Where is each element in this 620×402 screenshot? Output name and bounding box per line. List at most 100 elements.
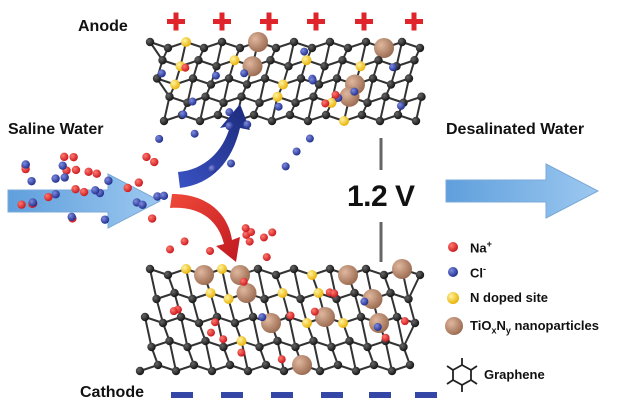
graphene-bond <box>168 340 177 372</box>
plus-sign-icon <box>411 12 417 31</box>
carbon-atom <box>386 288 395 298</box>
legend-tio-marker <box>445 317 463 335</box>
graphene-bond <box>144 316 153 348</box>
carbon-atom <box>170 288 179 298</box>
sodium-ion <box>262 253 271 262</box>
minus-sign-icon <box>415 392 437 398</box>
carbon-atom <box>147 342 156 352</box>
cathode-label: Cathode <box>80 384 144 401</box>
n-doped-site <box>170 79 180 90</box>
carbon-atom <box>327 342 336 352</box>
carbon-atom <box>135 366 145 376</box>
desalinated-outflow-arrow <box>445 163 600 219</box>
graphene-bond <box>180 316 189 348</box>
carbon-atom <box>338 56 347 65</box>
chloride-ion <box>58 161 67 170</box>
carbon-atom <box>163 43 173 53</box>
plus-sign-icon <box>173 12 179 31</box>
legend-cl-label: Cl- <box>470 264 486 281</box>
carbon-atom <box>260 294 269 304</box>
carbon-atom <box>206 80 216 89</box>
sodium-ion <box>206 328 215 337</box>
n-doped-site <box>277 288 288 298</box>
carbon-atom <box>140 312 150 322</box>
carbon-atom <box>273 336 282 346</box>
n-doped-site <box>355 61 366 72</box>
graphene-bond <box>149 268 158 300</box>
carbon-atom <box>393 110 403 120</box>
carbon-atom <box>309 92 318 101</box>
sodium-ion <box>17 200 26 209</box>
carbon-atom <box>158 56 167 65</box>
chloride-ion <box>373 322 382 331</box>
carbon-atom <box>415 270 425 280</box>
graphene-bond <box>257 268 266 300</box>
carbon-atom <box>357 110 367 120</box>
graphene-bond <box>396 316 405 348</box>
legend-n-doped-label: N doped site <box>470 290 549 305</box>
carbon-atom <box>386 80 396 89</box>
chloride-ion <box>91 186 100 195</box>
legend-cl-marker <box>448 267 458 277</box>
chloride-ion <box>28 198 38 207</box>
carbon-atom <box>361 37 371 47</box>
carbon-atom <box>381 92 390 101</box>
carbon-atom <box>201 92 210 101</box>
n-doped-site <box>338 318 348 328</box>
carbon-atom <box>255 98 264 107</box>
graphene-bond <box>348 340 357 372</box>
carbon-atom <box>194 318 204 328</box>
carbon-atom <box>212 62 221 71</box>
carbon-atom <box>303 116 313 126</box>
sodium-ion <box>219 335 228 344</box>
carbon-atom <box>325 37 335 47</box>
graphene-bond <box>407 274 421 300</box>
n-doped-site <box>205 288 216 298</box>
sodium-ion <box>84 167 93 176</box>
graphene-bond <box>240 340 249 372</box>
cathode-minus-signs <box>171 392 437 398</box>
carbon-atom <box>261 360 271 370</box>
chloride-ion <box>179 110 188 119</box>
chloride-ion <box>211 71 220 80</box>
sodium-ion <box>268 228 277 237</box>
carbon-atom <box>242 80 252 89</box>
carbon-atom <box>249 110 259 120</box>
carbon-atom <box>188 294 197 304</box>
tio-nanoparticle <box>392 259 412 279</box>
sodium-ion <box>310 307 319 316</box>
n-doped-site <box>217 264 227 274</box>
graphene-bond <box>221 268 230 300</box>
carbon-atom <box>195 116 205 126</box>
carbon-atom <box>307 43 317 53</box>
legend-na-label: Na+ <box>470 239 492 256</box>
chloride-ion <box>60 173 69 182</box>
carbon-atom <box>289 264 299 274</box>
chloride-ion <box>188 97 197 106</box>
carbon-atom <box>404 294 413 304</box>
plus-sign-icon <box>313 12 319 31</box>
carbon-atom <box>392 312 402 322</box>
chloride-ion <box>138 200 147 209</box>
chloride-ion <box>292 147 301 156</box>
carbon-atom <box>176 312 186 322</box>
chloride-ion <box>389 63 398 72</box>
carbon-atom <box>255 342 264 352</box>
graphene-bond <box>252 316 261 348</box>
sodium-ion <box>286 311 295 320</box>
minus-sign-icon <box>369 392 391 398</box>
sodium-ion <box>239 277 248 286</box>
carbon-atom <box>213 110 223 120</box>
chloride-ion <box>190 129 199 138</box>
carbon-atom <box>399 342 408 352</box>
graphene-bond <box>288 316 297 348</box>
carbon-atom <box>321 110 331 120</box>
carbon-atom <box>145 37 155 47</box>
carbon-atom <box>405 360 415 370</box>
carbon-atom <box>219 98 228 107</box>
carbon-atom <box>152 294 161 304</box>
carbon-atom <box>379 270 389 280</box>
sodium-ion <box>241 224 250 233</box>
chloride-ion <box>258 313 267 322</box>
carbon-atom <box>333 360 343 370</box>
